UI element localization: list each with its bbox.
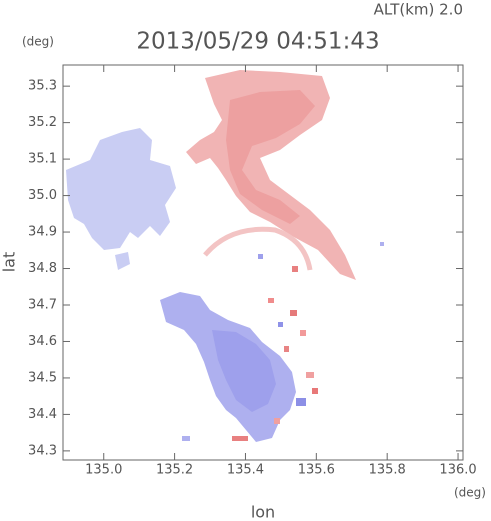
y-axis-label: lat [0,252,19,273]
speckle [278,322,283,327]
y-unit: (deg) [22,35,54,49]
echo-south-core [212,330,276,412]
x-tick-label: 135.8 [369,463,406,478]
x-unit: (deg) [454,486,486,500]
y-tick-label: 34.7 [28,297,57,312]
speckle [306,372,314,378]
altitude-label: ALT(km) 2.0 [374,1,463,19]
echo-north-center [226,90,315,224]
x-axis-label: lon [251,503,275,521]
speckle [292,266,298,272]
y-tick-label: 34.8 [28,261,57,276]
speckle [380,242,384,246]
y-tick-label: 34.3 [28,443,57,458]
y-tick-label: 35.2 [28,115,57,130]
speckle [312,388,318,394]
y-tick-label: 34.5 [28,370,57,385]
x-tick-label: 135.2 [156,463,193,478]
echo-west-tail [115,252,130,270]
x-tick-label: 135.6 [298,463,335,478]
y-tick-label: 35.3 [28,79,57,94]
y-tick-label: 35.0 [28,188,57,203]
chart-title: 2013/05/29 04:51:43 [136,29,379,55]
x-tick-label: 136.0 [439,463,476,478]
speckle [268,298,274,303]
speckle [274,418,280,424]
echo-west [66,128,176,250]
speckle [258,254,263,259]
speckle [284,346,289,352]
y-tick-label: 34.6 [28,334,57,349]
x-tick-label: 135.0 [85,463,122,478]
x-tick-label: 135.4 [227,463,264,478]
y-tick-label: 34.4 [28,407,57,422]
plot-frame [62,64,464,461]
y-tick-label: 35.1 [28,152,57,167]
echo-speckles [182,242,384,441]
speckle [232,436,248,441]
speckle [296,398,306,406]
speckle [300,330,306,336]
echo-north-ring [203,226,313,271]
velocity-field [66,70,384,442]
speckle [290,310,297,316]
speckle [182,436,190,441]
y-tick-label: 34.9 [28,225,57,240]
